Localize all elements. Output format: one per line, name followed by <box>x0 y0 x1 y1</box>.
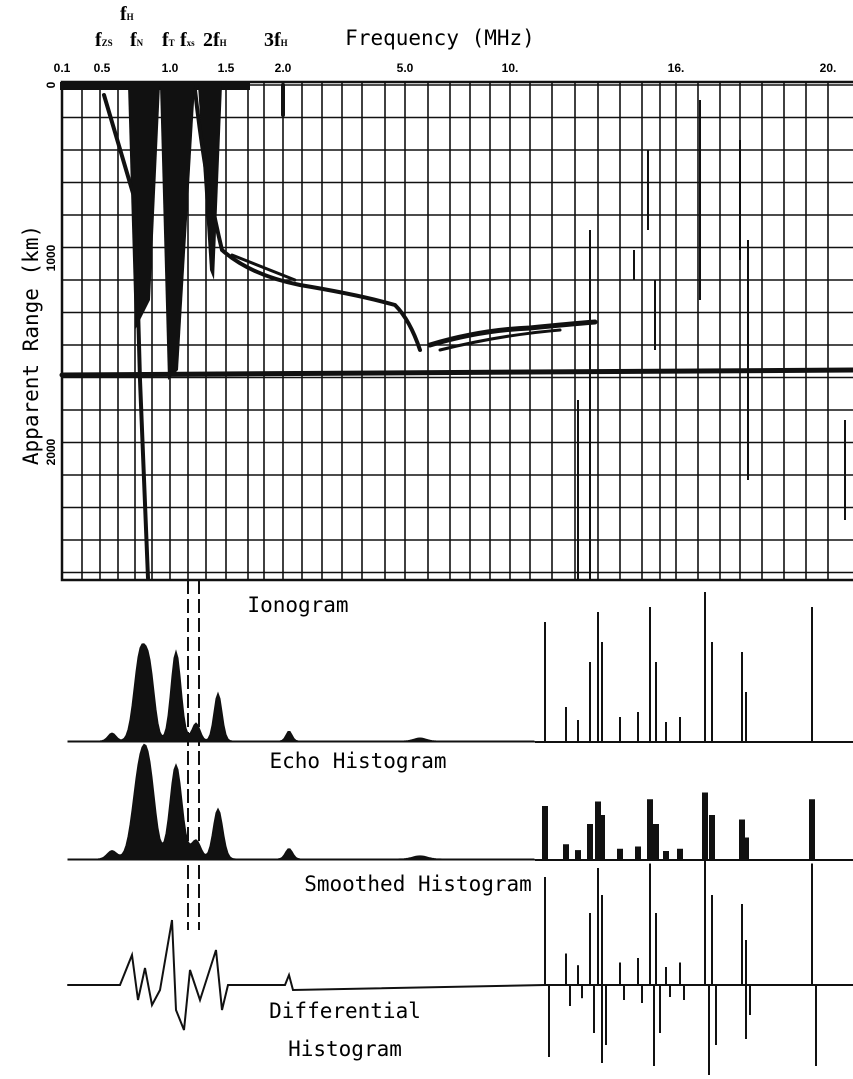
smoothed-spike <box>595 801 601 860</box>
smoothed-spike <box>743 837 749 860</box>
x-tick-label: 2.0 <box>275 61 292 75</box>
smoothed-spike <box>677 848 683 860</box>
smoothed-spike <box>653 824 659 860</box>
smoothed-spike <box>563 844 569 860</box>
echo-trace <box>59 367 853 378</box>
x-tick-label: 20. <box>820 61 837 75</box>
x-tick-label: 1.0 <box>162 61 179 75</box>
smoothed-spike <box>542 806 548 860</box>
smoothed-spike <box>575 850 581 860</box>
echo-trace <box>427 319 598 348</box>
x-tick-label: 0.5 <box>94 61 111 75</box>
smoothed-histogram <box>67 743 537 861</box>
x-tick-label: 0.1 <box>54 61 71 75</box>
traces <box>59 82 853 1075</box>
marker-label: fxs <box>180 29 195 51</box>
smoothed-spike <box>617 848 623 860</box>
y-tick-label: 0 <box>44 81 58 88</box>
x-tick-label: 1.5 <box>218 61 235 75</box>
smoothed-spike <box>599 815 605 860</box>
marker-label: fN <box>130 29 144 51</box>
x-tick-label: 16. <box>668 61 685 75</box>
echo-histogram <box>67 643 537 743</box>
marker-label: 3fH <box>264 29 288 51</box>
smoothed-spike <box>635 846 641 860</box>
y-axis-title: Apparent Range (km) <box>19 225 43 465</box>
panel-label: Differential <box>269 999 421 1023</box>
smoothed-spike <box>709 815 715 860</box>
smoothed-spike <box>647 799 653 860</box>
marker-label: fH <box>120 3 134 25</box>
smoothed-spike <box>702 792 708 860</box>
marker-label: fZS <box>95 29 113 51</box>
panel-label: Echo Histogram <box>269 749 446 773</box>
y-tick-label: 1000 <box>44 244 58 271</box>
smoothed-spike <box>587 824 593 860</box>
y-tick-label: 2000 <box>44 438 58 465</box>
echo-trace <box>102 93 150 580</box>
panel-label: Histogram <box>288 1037 402 1061</box>
echo-trace <box>230 253 297 282</box>
panel-label: Smoothed Histogram <box>304 872 532 896</box>
panel-label: Ionogram <box>247 593 348 617</box>
x-axis-title: Frequency (MHz) <box>345 26 535 50</box>
x-tick-label: 10. <box>502 61 519 75</box>
echo-trace <box>438 328 562 352</box>
echo-trace <box>160 85 195 380</box>
marker-label: fT <box>162 29 175 51</box>
differential-histogram <box>67 919 853 1031</box>
echo-trace <box>193 88 422 352</box>
smoothed-spike <box>739 819 745 860</box>
marker-label: 2fH <box>203 29 227 51</box>
smoothed-spike <box>809 799 815 860</box>
smoothed-spike <box>663 851 669 860</box>
x-tick-label: 5.0 <box>397 61 414 75</box>
